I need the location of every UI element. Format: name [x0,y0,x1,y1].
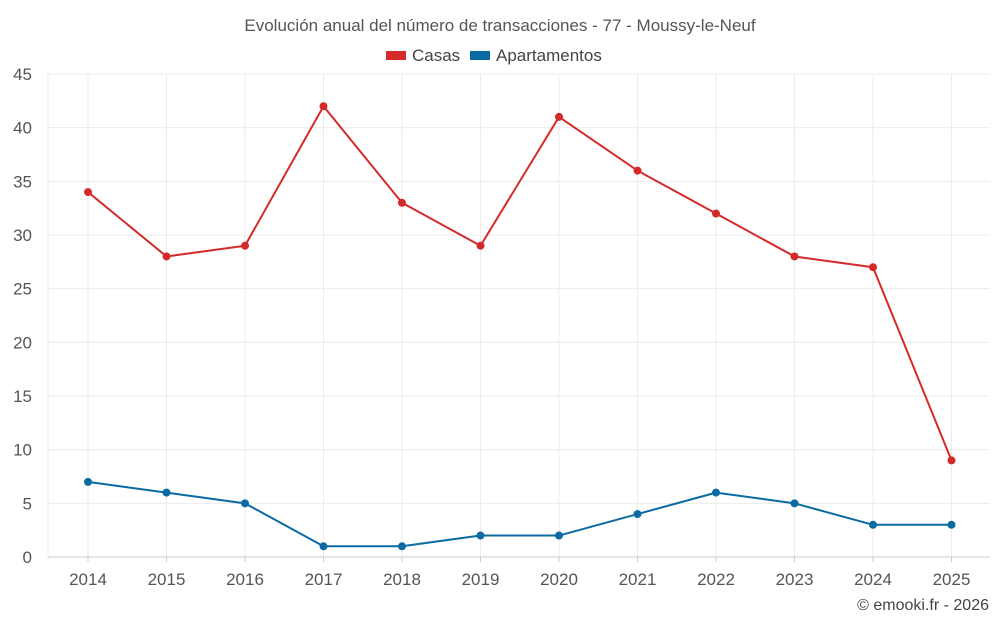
x-tick-label: 2019 [462,570,500,589]
data-point-apartamentos [398,542,406,551]
x-tick-label: 2023 [776,570,814,589]
data-point-casas [555,112,563,121]
data-point-casas [162,252,171,261]
y-tick-label: 45 [13,65,32,84]
y-tick-label: 5 [23,494,32,513]
data-point-casas [319,102,328,111]
x-tick-label: 2018 [383,570,421,589]
data-point-apartamentos [241,499,249,508]
data-point-casas [712,209,720,218]
legend-swatch-casas [386,51,406,60]
y-tick-label: 30 [13,226,32,245]
x-tick-label: 2016 [226,570,264,589]
y-tick-label: 10 [13,441,32,460]
data-point-apartamentos [790,499,799,508]
credit-text: © emooki.fr - 2026 [857,597,989,614]
data-point-apartamentos [712,488,720,497]
y-tick-label: 35 [13,172,32,191]
data-point-apartamentos [869,520,877,529]
x-tick-label: 2022 [697,570,735,589]
y-tick-label: 15 [13,387,32,406]
legend-label-apartamentos: Apartamentos [496,46,602,65]
x-tick-label: 2020 [540,570,578,589]
data-point-casas [241,241,249,250]
x-tick-label: 2021 [619,570,657,589]
y-axis: 0 5 10 15 20 25 30 35 40 45 [13,65,32,567]
grid [47,73,990,557]
legend-swatch-apartamentos [470,51,490,60]
x-tick-label: 2024 [854,570,892,589]
chart-title: Evolución anual del número de transaccio… [244,16,755,35]
series-group [84,102,956,551]
y-tick-label: 20 [13,333,32,352]
data-point-casas [869,263,877,272]
series-line-apartamentos [87,480,952,548]
data-point-apartamentos [319,542,328,551]
data-point-casas [947,456,956,465]
legend-label-casas: Casas [412,46,460,65]
x-tick-label: 2014 [69,570,107,589]
x-tick-label: 2017 [305,570,343,589]
data-point-apartamentos [633,510,642,519]
data-point-apartamentos [947,520,956,529]
y-tick-label: 25 [13,280,32,299]
data-point-casas [633,166,642,175]
data-point-apartamentos [555,531,563,540]
x-tick-label: 2015 [148,570,186,589]
legend: Casas Apartamentos [386,46,602,65]
data-point-casas [790,252,799,261]
x-tick-label: 2025 [933,570,971,589]
data-point-casas [476,241,485,250]
y-tick-label: 0 [23,548,32,567]
data-point-casas [84,188,92,197]
series-line-casas [87,105,953,461]
data-point-apartamentos [476,531,485,540]
x-axis: 2014 2015 2016 2017 2018 2019 2020 2021 2022 2023… [48,556,990,589]
data-point-apartamentos [84,477,92,486]
data-point-apartamentos [162,488,171,497]
data-point-casas [398,198,406,207]
y-tick-label: 40 [13,119,32,138]
